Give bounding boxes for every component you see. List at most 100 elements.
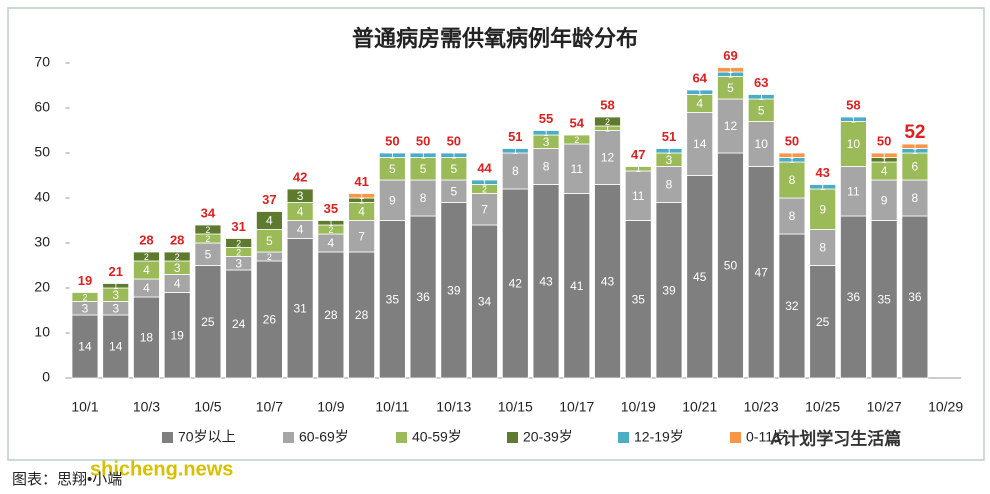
- segment-label: 41: [570, 279, 584, 293]
- total-label: 69: [723, 48, 737, 63]
- x-tick-label: 10/19: [621, 399, 656, 415]
- total-label: 50: [385, 133, 399, 148]
- total-label: 64: [692, 70, 707, 85]
- segment-label: 4: [297, 223, 304, 237]
- segment-label: 1: [359, 191, 364, 201]
- bar-segment: [778, 161, 806, 199]
- segment-label: 28: [324, 308, 338, 322]
- segment-label: 4: [696, 97, 703, 111]
- x-tick-label: 10/9: [317, 399, 344, 415]
- bar-segment: [286, 238, 314, 379]
- segment-label: 39: [662, 283, 676, 297]
- legend-swatch: [396, 432, 407, 443]
- segment-label: 1: [759, 92, 764, 102]
- total-label: 55: [539, 111, 553, 126]
- segment-label: 14: [78, 340, 92, 354]
- segment-label: 4: [174, 277, 181, 291]
- bar-segment: [317, 220, 345, 226]
- bar-segment: [163, 251, 191, 262]
- segment-label: 25: [201, 315, 215, 329]
- bar-segment: [870, 152, 898, 158]
- segment-label: 3: [174, 261, 181, 275]
- bar-segment: [409, 152, 437, 158]
- bar-segment: [501, 188, 529, 379]
- bar-segment: [809, 188, 837, 230]
- segment-label: 43: [601, 274, 615, 288]
- segment-label: 9: [819, 202, 826, 216]
- legend-swatch: [283, 432, 294, 443]
- segment-label: 10: [755, 137, 769, 151]
- total-label: 63: [754, 75, 768, 90]
- bar-segment: [563, 143, 591, 194]
- segment-label: 1: [482, 178, 487, 188]
- bar-segment: [624, 170, 652, 221]
- x-tick-label: 10/27: [867, 399, 902, 415]
- segment-label: 1: [636, 164, 641, 174]
- segment-label: 5: [727, 81, 734, 95]
- segment-label: 3: [112, 288, 119, 302]
- bar-segment: [747, 121, 775, 167]
- bar-segment: [594, 116, 621, 127]
- bar-segment: [594, 130, 621, 185]
- segment-label: 4: [297, 205, 304, 219]
- chart-title: 普通病房需供氧病例年龄分布: [352, 26, 638, 51]
- segment-label: 1: [544, 128, 549, 138]
- segment-label: 1: [451, 151, 456, 161]
- segment-label: 2: [574, 135, 579, 145]
- segment-label: 10: [847, 137, 861, 151]
- segment-label: 9: [389, 193, 396, 207]
- segment-label: 2: [328, 225, 333, 235]
- bar-segment: [440, 202, 468, 379]
- segment-label: 47: [755, 265, 769, 279]
- legend-label: 20-39岁: [523, 429, 573, 445]
- y-tick-label: 40: [34, 189, 50, 205]
- y-tick-label: 10: [34, 324, 50, 340]
- segment-label: 5: [450, 162, 457, 176]
- bar-segment: [717, 98, 744, 154]
- segment-label: 4: [143, 263, 150, 277]
- segment-label: 35: [632, 292, 646, 306]
- segment-label: 1: [820, 182, 825, 192]
- legend-swatch: [507, 432, 518, 443]
- segment-label: 14: [109, 340, 123, 354]
- total-label: 28: [139, 232, 153, 247]
- segment-label: 35: [386, 292, 400, 306]
- segment-label: 1: [789, 151, 794, 161]
- segment-label: 24: [232, 317, 246, 331]
- segment-label: 1: [728, 70, 733, 80]
- bar-segment: [133, 296, 160, 379]
- bar-segment: [901, 152, 929, 181]
- segment-label: 1: [328, 218, 333, 228]
- segment-label: 3: [297, 189, 304, 203]
- segment-label: 5: [420, 162, 427, 176]
- segment-label: 2: [205, 225, 210, 235]
- segment-label: 1: [421, 151, 426, 161]
- segment-label: 39: [447, 283, 461, 297]
- bar-segment: [255, 211, 283, 230]
- bar-segment: [194, 224, 222, 235]
- bar-segment: [840, 166, 867, 217]
- segment-label: 1: [882, 155, 887, 165]
- total-label: 50: [785, 133, 799, 148]
- segment-label: 1: [666, 146, 671, 156]
- x-tick-label: 10/23: [744, 399, 779, 415]
- x-tick-label: 10/21: [682, 399, 717, 415]
- total-label: 50: [447, 133, 461, 148]
- segment-label: 2: [605, 117, 610, 127]
- segment-label: 3: [543, 135, 550, 149]
- bar-segment: [840, 215, 867, 379]
- segment-label: 5: [205, 247, 212, 261]
- bar-segment: [840, 121, 867, 167]
- y-tick-label: 30: [34, 234, 50, 250]
- segment-label: 8: [789, 209, 796, 223]
- segment-label: 1: [697, 88, 702, 98]
- bar-segment: [348, 251, 376, 379]
- segment-label: 5: [450, 184, 457, 198]
- bar-segment: [501, 152, 529, 190]
- total-label: 41: [354, 174, 368, 189]
- bar-segment: [225, 269, 253, 379]
- x-tick-label: 10/29: [928, 399, 963, 415]
- segment-label: 5: [758, 103, 765, 117]
- bar-segment: [655, 202, 683, 379]
